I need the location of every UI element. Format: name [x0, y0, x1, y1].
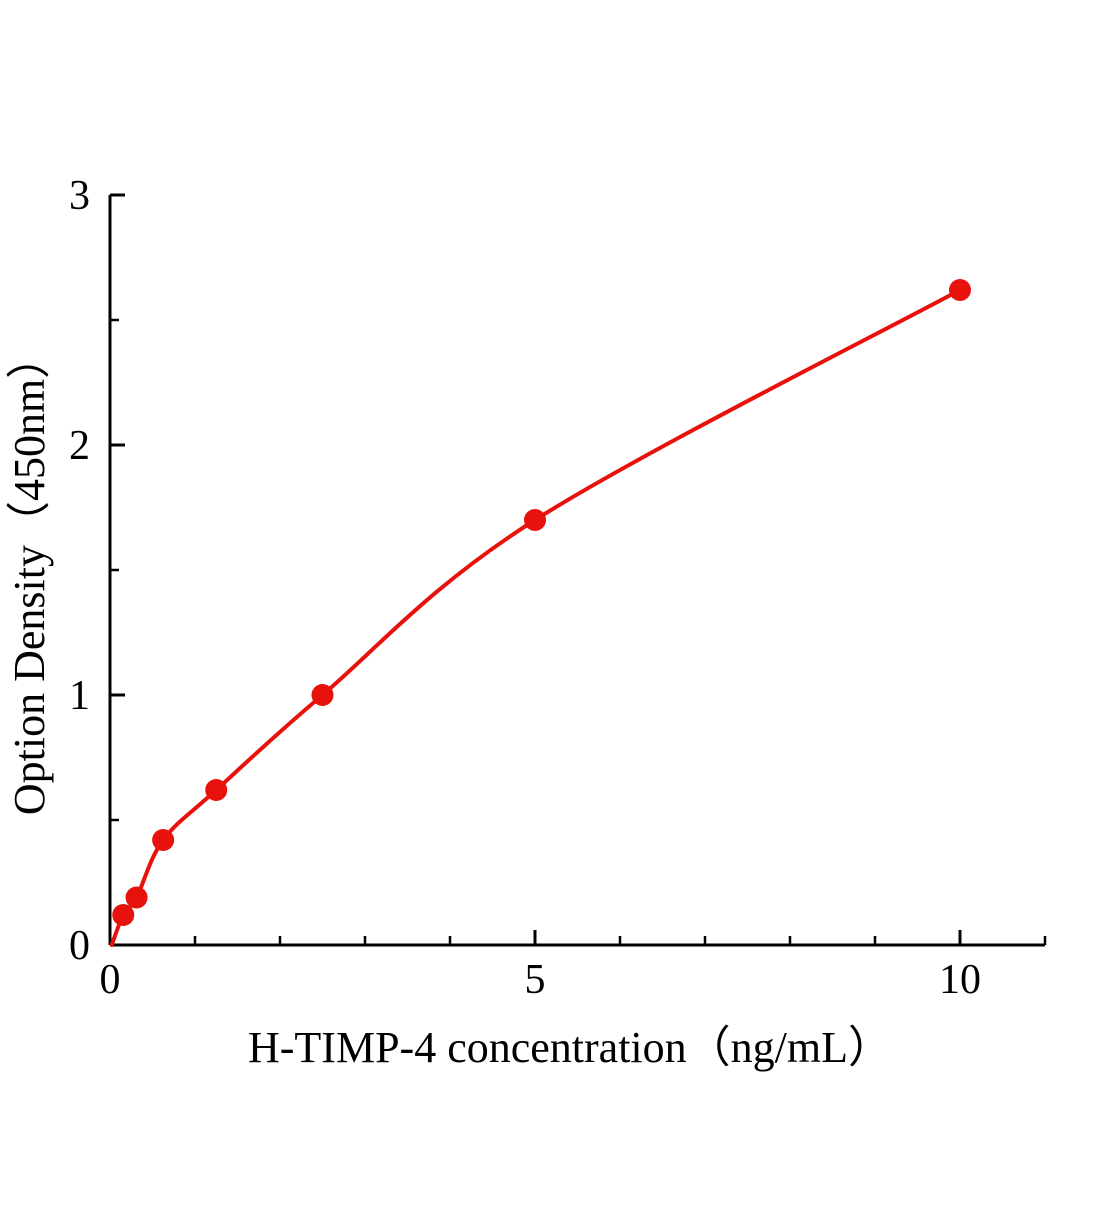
- y-axis-label: Option Density（450nm）: [5, 335, 54, 815]
- y-tick-label: 1: [69, 673, 90, 719]
- data-points: [112, 279, 971, 926]
- y-tick-label: 0: [69, 923, 90, 969]
- tick-labels: 0 5 10 0 1 2 3: [69, 173, 981, 1003]
- data-point-marker: [152, 829, 175, 851]
- x-axis-label: H-TIMP-4 concentration（ng/mL）: [248, 1023, 892, 1072]
- data-point-marker: [205, 779, 228, 801]
- y-tick-label: 2: [69, 423, 90, 469]
- data-point-marker: [949, 279, 971, 301]
- y-tick-label: 3: [69, 173, 90, 219]
- data-point-marker: [112, 904, 135, 926]
- x-tick-label: 5: [525, 957, 546, 1003]
- x-tick-label: 10: [939, 957, 981, 1003]
- data-point-marker: [311, 684, 334, 706]
- data-point-marker: [524, 509, 546, 531]
- data-point-marker: [125, 886, 148, 909]
- x-tick-label: 0: [100, 957, 121, 1003]
